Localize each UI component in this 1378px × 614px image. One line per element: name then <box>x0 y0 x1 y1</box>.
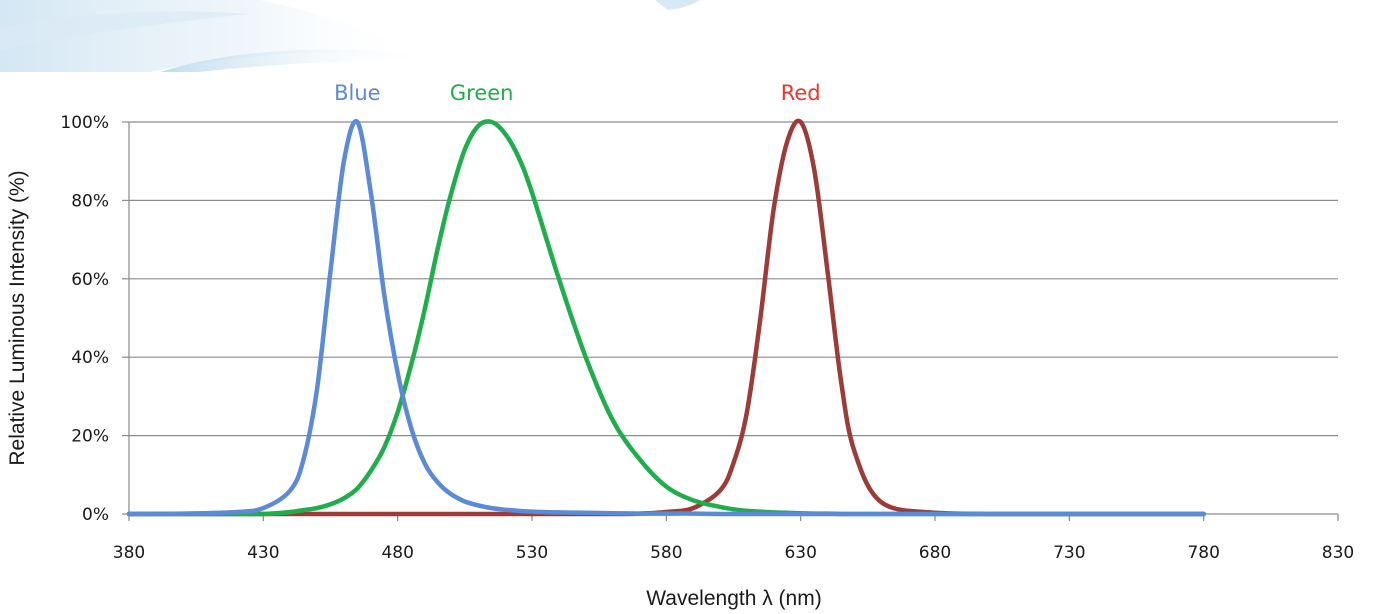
x-tick-label: 730 <box>1053 543 1085 563</box>
x-tick-label: 780 <box>1187 543 1219 563</box>
x-tick-label: 430 <box>247 543 279 563</box>
y-tick-label: 100% <box>60 113 109 133</box>
axes: 0% 20% 40% 60% 80% 100% 380 430 480 530 580 630 680 7… <box>60 113 1354 563</box>
y-tick-label: 20% <box>71 427 109 447</box>
series-lines <box>126 118 1206 517</box>
x-tick-label: 830 <box>1322 543 1354 563</box>
x-tick-label: 630 <box>784 543 816 563</box>
y-tick-label: 60% <box>71 270 109 290</box>
x-tick-label: 530 <box>516 543 548 563</box>
y-tick-label: 0% <box>82 505 109 525</box>
x-tick-label: 580 <box>650 543 682 563</box>
series-line-green <box>126 119 1206 517</box>
legend-labels: Red Green Blue <box>334 81 820 105</box>
series-line-blue <box>126 118 1206 517</box>
x-tick-label: 680 <box>919 543 951 563</box>
x-tick-label: 380 <box>113 543 145 563</box>
gridlines <box>129 121 1338 515</box>
series-label-red: Red <box>781 81 821 105</box>
y-tick-label: 40% <box>71 348 109 368</box>
x-axis-title: Wavelength λ (nm) <box>646 587 821 610</box>
y-axis-title: Relative Luminous Intensity (%) <box>6 170 29 465</box>
header-swoosh-decoration <box>0 0 700 72</box>
series-label-green: Green <box>450 81 514 105</box>
y-tick-label: 80% <box>71 191 109 211</box>
series-line-red <box>126 118 1206 517</box>
series-label-blue: Blue <box>334 81 380 105</box>
x-tick-label: 480 <box>381 543 413 563</box>
